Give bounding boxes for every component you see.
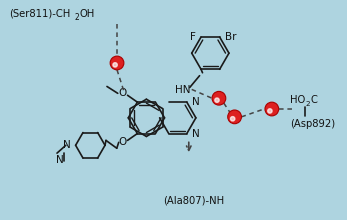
Text: 2: 2	[305, 101, 310, 107]
Circle shape	[215, 98, 219, 102]
Text: O: O	[119, 88, 127, 98]
Circle shape	[113, 63, 117, 67]
Text: O: O	[119, 137, 127, 147]
Text: N: N	[192, 128, 200, 139]
Text: N: N	[56, 155, 64, 165]
Circle shape	[265, 102, 279, 116]
Circle shape	[268, 109, 272, 113]
Text: N: N	[63, 140, 71, 150]
Circle shape	[212, 91, 226, 105]
Text: (Ser811)-CH: (Ser811)-CH	[9, 9, 70, 19]
Text: (Asp892): (Asp892)	[290, 119, 336, 129]
Text: OH: OH	[80, 9, 95, 19]
Circle shape	[110, 56, 124, 70]
Text: 2: 2	[75, 13, 79, 22]
Text: HO: HO	[290, 95, 306, 105]
Circle shape	[230, 117, 235, 121]
Text: HN: HN	[175, 85, 191, 95]
Text: C: C	[310, 95, 317, 105]
Text: Br: Br	[225, 32, 236, 42]
Circle shape	[228, 110, 242, 124]
Text: N: N	[192, 97, 200, 107]
Text: F: F	[190, 32, 196, 42]
Text: (Ala807)-NH: (Ala807)-NH	[163, 195, 225, 205]
